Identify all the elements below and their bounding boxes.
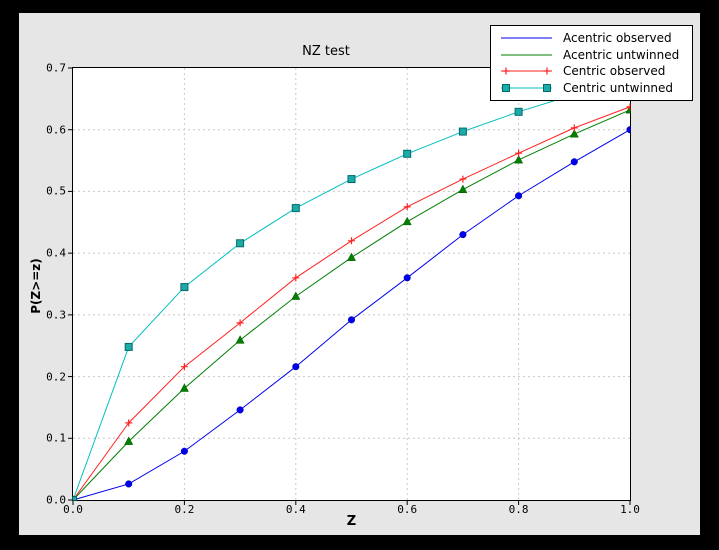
y-tick-label: 0.1 — [46, 431, 66, 445]
x-tick-label: 0.2 — [174, 503, 195, 516]
tick-marks — [68, 67, 631, 505]
gridlines — [73, 68, 630, 500]
x-axis-label: Z — [346, 514, 357, 529]
series-markers-acentric-observed — [72, 126, 631, 501]
x-tick-label: 0.8 — [508, 503, 529, 516]
legend-item-label: Centric untwinned — [563, 80, 674, 95]
series-line-acentric-untwinned — [72, 109, 631, 501]
legend-line-sample — [501, 37, 552, 39]
series-line-centric-untwinned — [72, 78, 631, 501]
chart-title: NZ test — [302, 44, 350, 59]
series-line-acentric-observed — [72, 129, 631, 501]
plot-area: Z P(Z>=z) 0.0 0.2 0.4 0.6 0.8 1.0 0.0 0.1 0.2 0.3… — [29, 63, 640, 530]
legend-item: Acentric observed — [499, 30, 686, 46]
y-tick-label: 0.3 — [46, 308, 66, 322]
x-tick-label: 1.0 — [620, 503, 640, 516]
y-tick-label: 0.2 — [46, 370, 66, 384]
legend-item: Centric observed — [499, 63, 686, 79]
y-tick-label: 0.7 — [46, 61, 66, 75]
legend-item-label: Acentric observed — [563, 31, 672, 45]
chart-svg — [68, 67, 631, 505]
series-markers-acentric-untwinned — [72, 105, 631, 501]
x-tick-label: 0.6 — [397, 503, 418, 516]
series-group — [72, 74, 631, 501]
legend-line-sample — [501, 67, 552, 75]
series-markers-centric-observed — [72, 103, 631, 501]
y-tick-label: 0.4 — [46, 246, 66, 260]
legend-item-label: Centric observed — [563, 64, 666, 79]
legend-item: Centric untwinned — [499, 80, 686, 96]
y-axis-label: P(Z>=z) — [29, 258, 43, 314]
legend-item: Acentric untwinned — [499, 47, 686, 63]
legend-item-label: Acentric untwinned — [563, 47, 680, 62]
legend-line-sample — [501, 83, 552, 92]
legend-line-sample — [501, 54, 552, 56]
series-line-centric-observed — [72, 106, 631, 501]
x-tick-label: 0.0 — [63, 503, 83, 516]
y-tick-label: 0.6 — [46, 123, 66, 137]
legend: Acentric observed Acentric untwinned Centr… — [490, 25, 693, 101]
figure-canvas: NZ test Z P(Z>=z) 0.0 0.2 0.4 0.6 0.8 1.0 0.0 0… — [19, 13, 700, 535]
y-tick-label: 0.0 — [46, 493, 66, 507]
x-tick-label: 0.4 — [285, 503, 306, 516]
y-tick-label: 0.5 — [46, 184, 66, 198]
